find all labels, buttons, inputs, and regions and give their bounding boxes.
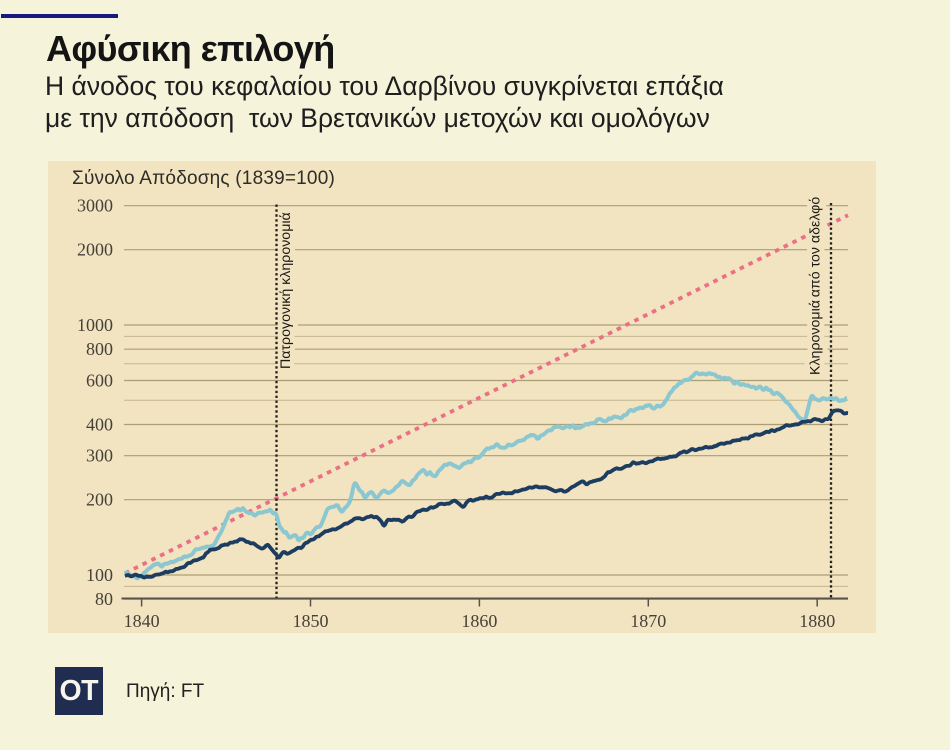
svg-text:3000: 3000 bbox=[77, 196, 113, 216]
svg-text:80: 80 bbox=[95, 589, 113, 609]
svg-text:800: 800 bbox=[86, 339, 113, 359]
svg-text:1870: 1870 bbox=[630, 611, 666, 631]
svg-text:1000: 1000 bbox=[77, 315, 113, 335]
svg-text:2000: 2000 bbox=[77, 240, 113, 260]
svg-text:300: 300 bbox=[86, 446, 113, 466]
svg-text:1880: 1880 bbox=[799, 611, 835, 631]
svg-text:1840: 1840 bbox=[124, 611, 160, 631]
svg-text:400: 400 bbox=[86, 415, 113, 435]
svg-text:Κληρονομιά από τον αδελφό: Κληρονομιά από τον αδελφό bbox=[808, 197, 824, 375]
svg-text:Πατρογονική κληρονομιά: Πατρογονική κληρονομιά bbox=[278, 212, 294, 369]
svg-text:100: 100 bbox=[86, 565, 113, 585]
svg-text:200: 200 bbox=[86, 490, 113, 510]
svg-text:1860: 1860 bbox=[461, 611, 497, 631]
svg-text:600: 600 bbox=[86, 371, 113, 391]
svg-text:1850: 1850 bbox=[293, 611, 329, 631]
